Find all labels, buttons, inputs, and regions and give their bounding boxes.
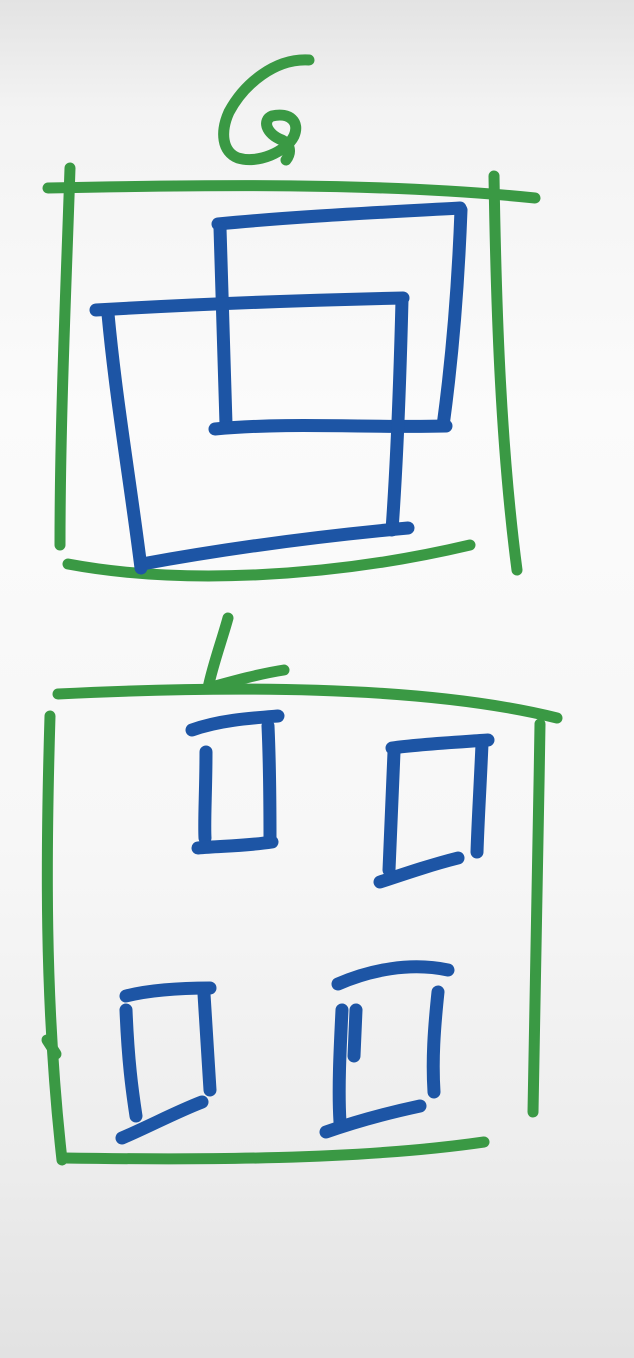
top-box-front-right (385, 293, 409, 537)
bottom-box-bottom-right-left (332, 1003, 349, 1129)
bottom-box-top-left-right (261, 719, 277, 847)
bottom-box-bottom-right-bottom (319, 1099, 427, 1139)
bottom-frame-bottom-edge (58, 1136, 490, 1165)
top-frame-bottom-edge (62, 539, 476, 582)
top-box-front-top (89, 291, 410, 317)
top-box-front-left (101, 307, 148, 575)
top-frame-left-edge (54, 162, 76, 551)
top-frame-right-edge (488, 170, 523, 576)
top-frame-top-edge (42, 180, 541, 204)
top-box-back-top (211, 201, 467, 231)
top-label: 6 (260, 109, 261, 111)
bottom-box-bottom-left-bottom (115, 1095, 209, 1145)
bottom-box-bottom-right-inner-left (347, 1003, 363, 1063)
bottom-frame-right-edge (527, 718, 546, 1118)
connector: L (202, 612, 290, 694)
bottom-box-top-right-top (385, 733, 495, 755)
bottom-box-top-right-left (382, 745, 401, 877)
bottom-label: L (240, 649, 241, 651)
top-panel: 6 (42, 54, 541, 582)
bottom-box-top-left-left (198, 745, 213, 845)
bottom-panel (41, 683, 563, 1166)
bottom-frame-top-edge (52, 683, 563, 724)
bottom-box-top-right (373, 733, 495, 889)
bottom-box-bottom-left-right (197, 987, 217, 1097)
bottom-frame-left-tick (41, 1034, 62, 1060)
top-box-back-bottom (208, 419, 453, 436)
bottom-box-top-right-right (470, 737, 489, 859)
bottom-label-l-glyph (202, 612, 290, 694)
bottom-box-bottom-right-right (426, 985, 445, 1099)
bottom-box-top-left-bottom (191, 835, 279, 855)
bottom-box-bottom-left-left (119, 1003, 143, 1123)
top-box-back-right (436, 203, 468, 433)
bottom-box-top-right-bottom (373, 851, 465, 889)
bottom-box-bottom-left-top (119, 981, 217, 1003)
bottom-box-top-left (185, 709, 285, 855)
top-label-six-glyph (218, 54, 315, 166)
top-box-back-left (213, 221, 233, 431)
top-box-back (208, 201, 468, 436)
bottom-box-bottom-left (115, 981, 217, 1145)
bottom-frame (41, 683, 563, 1166)
top-box-front-bottom (135, 521, 415, 571)
top-box-front (89, 291, 415, 575)
bottom-box-bottom-right (319, 960, 455, 1139)
bottom-box-bottom-right-top (331, 960, 455, 991)
top-frame (42, 162, 541, 582)
bottom-frame-left-edge (41, 710, 68, 1166)
bottom-box-top-left-top (185, 709, 285, 737)
